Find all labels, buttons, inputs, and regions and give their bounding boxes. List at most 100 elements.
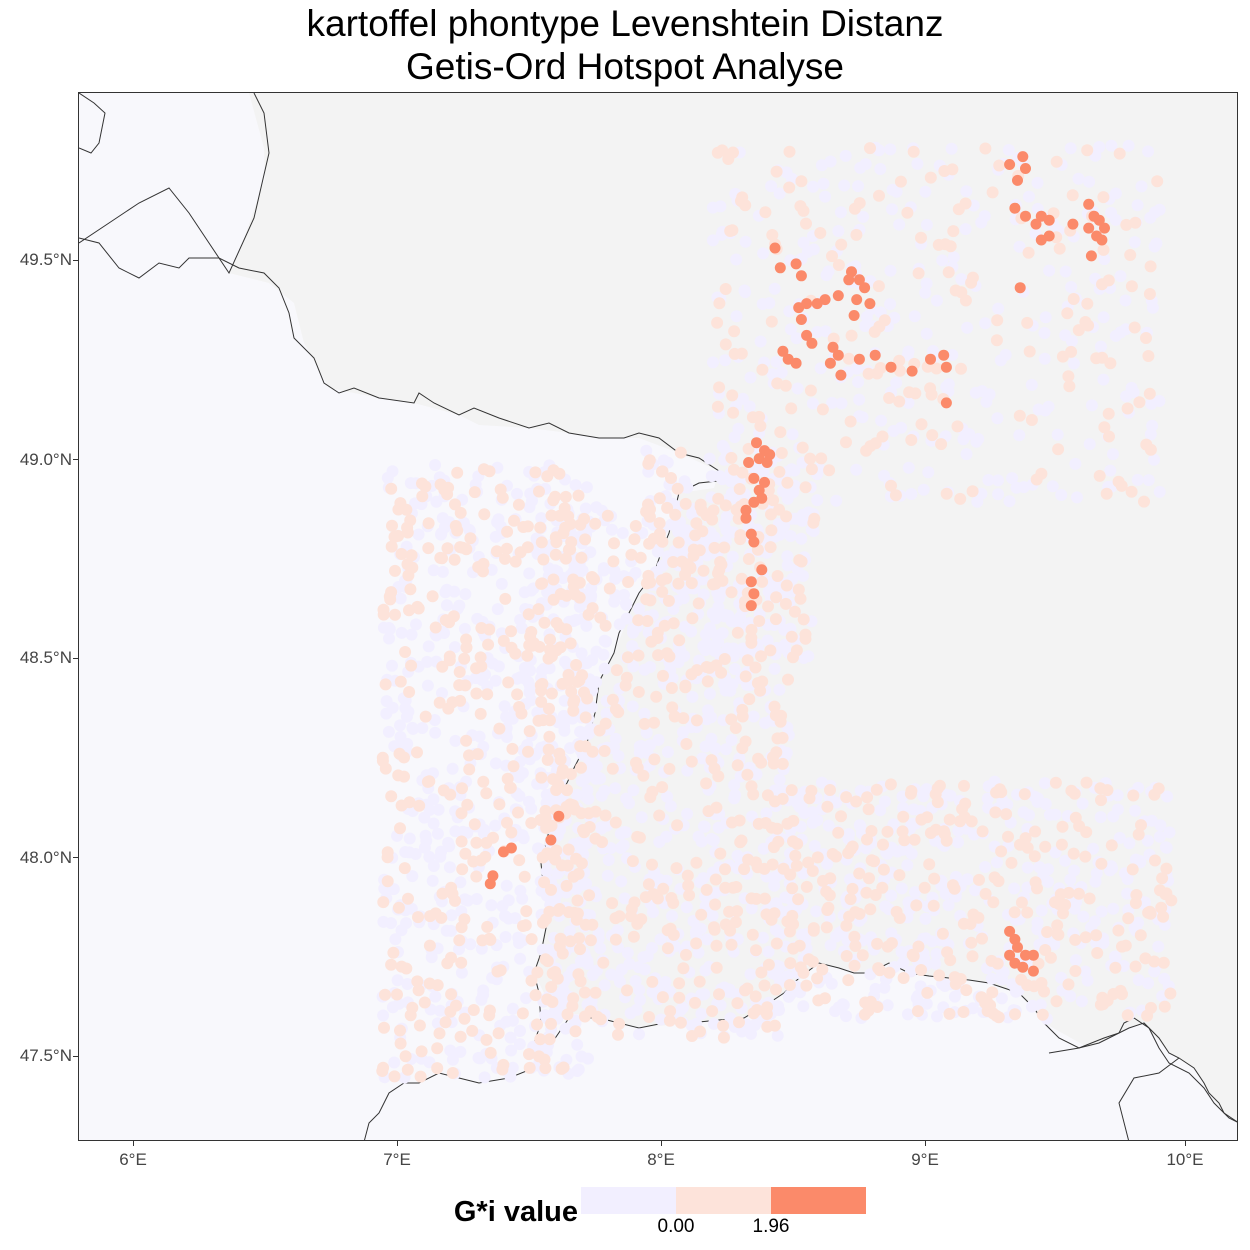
point-mid (610, 664, 623, 677)
point-low (453, 943, 465, 956)
point-low (919, 286, 932, 299)
point-mid (517, 920, 529, 932)
point-mid (537, 916, 549, 929)
point-mid (454, 1030, 467, 1043)
point-low (686, 690, 699, 703)
point-mid (1035, 977, 1048, 989)
point-mid (521, 649, 534, 662)
point-low (946, 349, 959, 361)
point-low (756, 298, 769, 310)
point-low (580, 877, 593, 890)
point-mid (727, 406, 740, 419)
chart-title-line1: kartoffel phontype Levenshtein Distanz (306, 3, 944, 44)
point-low (638, 707, 651, 720)
point-mid (930, 362, 943, 375)
point-mid (1022, 246, 1035, 259)
point-low (410, 618, 422, 631)
point-mid (853, 867, 866, 880)
point-mid (738, 863, 751, 876)
point-low (515, 622, 528, 634)
point-low (579, 502, 592, 515)
point-mid (799, 628, 812, 641)
point-low (395, 626, 408, 639)
point-low (701, 933, 713, 946)
point-low (979, 861, 992, 873)
point-mid (404, 514, 417, 527)
point-mid (500, 542, 513, 555)
point-mid (1000, 808, 1013, 821)
point-low (623, 797, 635, 810)
point-mid (619, 679, 632, 692)
point-mid (679, 497, 692, 510)
point-mid (1157, 910, 1170, 923)
point-mid (765, 524, 778, 537)
point-low (518, 661, 531, 674)
point-mid (461, 798, 474, 811)
point-low (621, 946, 634, 959)
point-mid (1121, 402, 1134, 415)
point-mid (1157, 956, 1170, 969)
point-low (887, 425, 900, 437)
point-mid (701, 675, 714, 688)
x-tick-label: 9°E (911, 1150, 939, 1169)
point-mid (826, 250, 838, 263)
y-tick-label: 49.0°N (19, 450, 72, 469)
point-low (807, 180, 819, 193)
x-tick-label: 7°E (383, 1150, 411, 1169)
point-high (505, 842, 517, 854)
point-mid (749, 661, 762, 674)
point-mid (572, 489, 585, 502)
point-mid (1125, 485, 1138, 498)
point-mid (1121, 1009, 1134, 1022)
point-high (1099, 222, 1110, 234)
y-tick-label: 49.5°N (19, 250, 72, 269)
point-mid (725, 938, 738, 951)
point-low (784, 323, 797, 336)
point-low (700, 637, 713, 650)
point-low (713, 470, 726, 483)
point-mid (1102, 407, 1115, 420)
point-low (580, 619, 593, 632)
point-low (795, 532, 808, 545)
point-low (598, 979, 611, 992)
point-mid (767, 841, 780, 854)
point-low (759, 717, 772, 729)
point-mid (750, 1004, 763, 1016)
point-low (478, 1071, 491, 1084)
point-mid (796, 441, 809, 454)
point-mid (758, 892, 771, 905)
point-mid (734, 529, 747, 542)
point-mid (771, 570, 784, 582)
point-high (740, 504, 752, 516)
point-mid (398, 862, 411, 875)
point-low (775, 366, 788, 379)
point-high (925, 353, 936, 365)
point-mid (643, 537, 656, 550)
point-low (1038, 327, 1051, 339)
point-mid (791, 837, 804, 850)
point-mid (549, 490, 562, 503)
border-line-3 (79, 93, 270, 275)
point-low (784, 530, 797, 542)
point-high (824, 357, 836, 369)
point-mid (663, 762, 676, 775)
point-mid (806, 955, 819, 968)
point-mid (848, 959, 861, 972)
point-mid (632, 614, 645, 627)
point-low (681, 764, 694, 777)
point-low (624, 1007, 637, 1020)
point-high (832, 349, 844, 361)
point-mid (926, 429, 939, 442)
point-low (1104, 464, 1117, 477)
point-low (853, 393, 866, 406)
point-low (810, 905, 823, 918)
point-low (771, 1029, 784, 1042)
point-mid (377, 603, 390, 616)
point-mid (1021, 316, 1034, 329)
point-low (780, 746, 793, 759)
point-mid (455, 835, 468, 848)
point-mid (693, 975, 706, 988)
point-low (714, 999, 727, 1012)
point-mid (794, 961, 807, 974)
point-mid (647, 888, 660, 901)
